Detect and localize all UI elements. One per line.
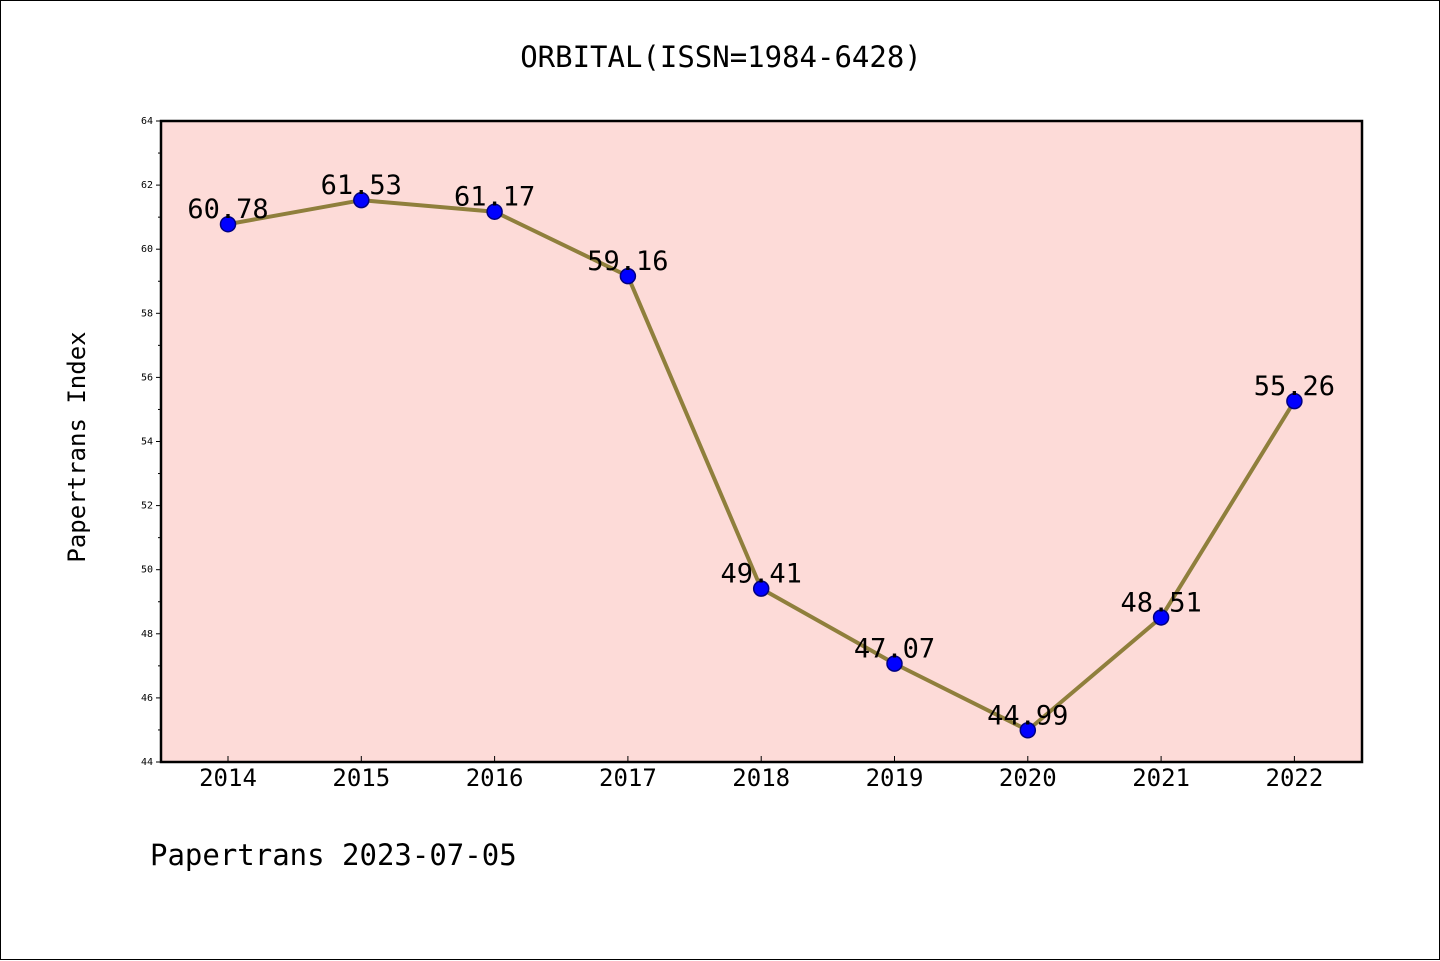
x-tick-label: 2016	[466, 764, 524, 792]
data-point-marker	[1152, 609, 1170, 626]
y-tick-label: 52	[141, 501, 153, 512]
x-tick-label: 2021	[1132, 764, 1190, 792]
y-tick-label: 50	[141, 565, 153, 576]
data-value-label: 55.26	[1254, 371, 1335, 402]
x-tick-label: 2017	[599, 764, 657, 792]
data-value-label: 49.41	[721, 559, 802, 590]
y-tick-label: 58	[141, 308, 153, 319]
plot-area	[161, 121, 1362, 762]
data-value-label: 47.07	[854, 634, 935, 665]
data-point-marker	[353, 191, 370, 209]
data-value-label: 48.51	[1120, 587, 1201, 618]
y-tick-label: 64	[141, 116, 153, 127]
x-tick-label: 2018	[732, 764, 790, 792]
data-point-marker	[752, 580, 770, 597]
chart-title: ORBITAL(ISSN=1984-6428)	[520, 40, 922, 74]
data-value-label: 61.53	[321, 170, 402, 201]
data-point-marker	[619, 267, 637, 285]
y-tick-label: 56	[141, 372, 153, 383]
data-markers	[219, 191, 1303, 739]
y-tick-label: 54	[141, 437, 153, 448]
data-value-label: 59.16	[587, 246, 668, 277]
x-tick-label: 2015	[332, 764, 390, 792]
x-tick-label: 2019	[866, 764, 924, 792]
x-tick-label: 2014	[199, 764, 257, 792]
y-tick-label: 62	[141, 180, 153, 191]
y-tick-label: 44	[141, 757, 153, 768]
y-tick-label: 46	[141, 693, 153, 704]
data-point-marker	[1286, 392, 1303, 410]
data-labels: 60.78 61.53 61.17 59.16 49.41 47.07 44.99 48.51…	[187, 170, 1335, 731]
x-tick-label: 2022	[1266, 764, 1324, 792]
data-point-marker	[886, 655, 903, 672]
footer-attribution: Papertrans 2023-07-05	[150, 838, 517, 872]
x-axis-ticks: 2014 2015 2016 2017 2018 2019 2020 2021 2022	[199, 756, 1323, 792]
data-value-label: 60.78	[187, 194, 268, 225]
data-value-label: 61.17	[454, 182, 535, 213]
data-value-label: 44.99	[987, 700, 1068, 731]
data-point-marker	[219, 215, 237, 233]
y-axis-ticks: 44 46 48 50 52 54 56 58 60 62 64	[141, 116, 161, 768]
data-point-marker	[1019, 722, 1037, 739]
data-point-marker	[486, 203, 503, 220]
y-tick-label: 60	[141, 244, 153, 255]
y-axis-label: Papertrans Index	[63, 331, 91, 562]
y-tick-label: 48	[141, 629, 153, 640]
plot-border	[159, 119, 1364, 764]
x-tick-label: 2020	[999, 764, 1057, 792]
